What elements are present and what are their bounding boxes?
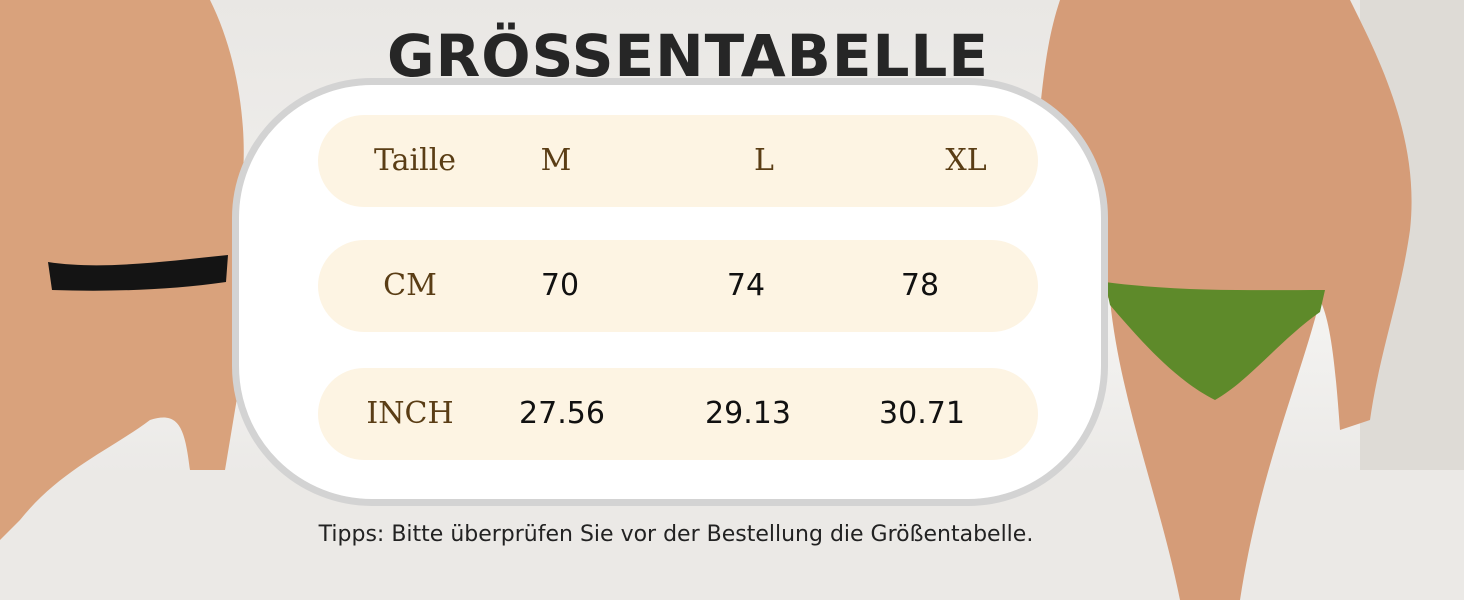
table-row bbox=[318, 115, 1038, 207]
size-value: 27.56 bbox=[519, 396, 605, 431]
size-value: 70 bbox=[540, 268, 580, 303]
size-header: M bbox=[540, 143, 572, 178]
table-row bbox=[318, 368, 1038, 460]
row-label: INCH bbox=[366, 396, 454, 431]
size-value: 30.71 bbox=[879, 396, 965, 431]
size-value: 74 bbox=[726, 268, 766, 303]
table-row bbox=[318, 240, 1038, 332]
size-value: 29.13 bbox=[705, 396, 791, 431]
size-header: XL bbox=[945, 143, 987, 178]
row-label: CM bbox=[383, 268, 437, 303]
row-label: Taille bbox=[373, 143, 457, 178]
size-header: L bbox=[754, 143, 774, 178]
size-value: 78 bbox=[900, 268, 940, 303]
note: Tipps: Bitte überprüfen Sie vor der Best… bbox=[318, 522, 1034, 547]
